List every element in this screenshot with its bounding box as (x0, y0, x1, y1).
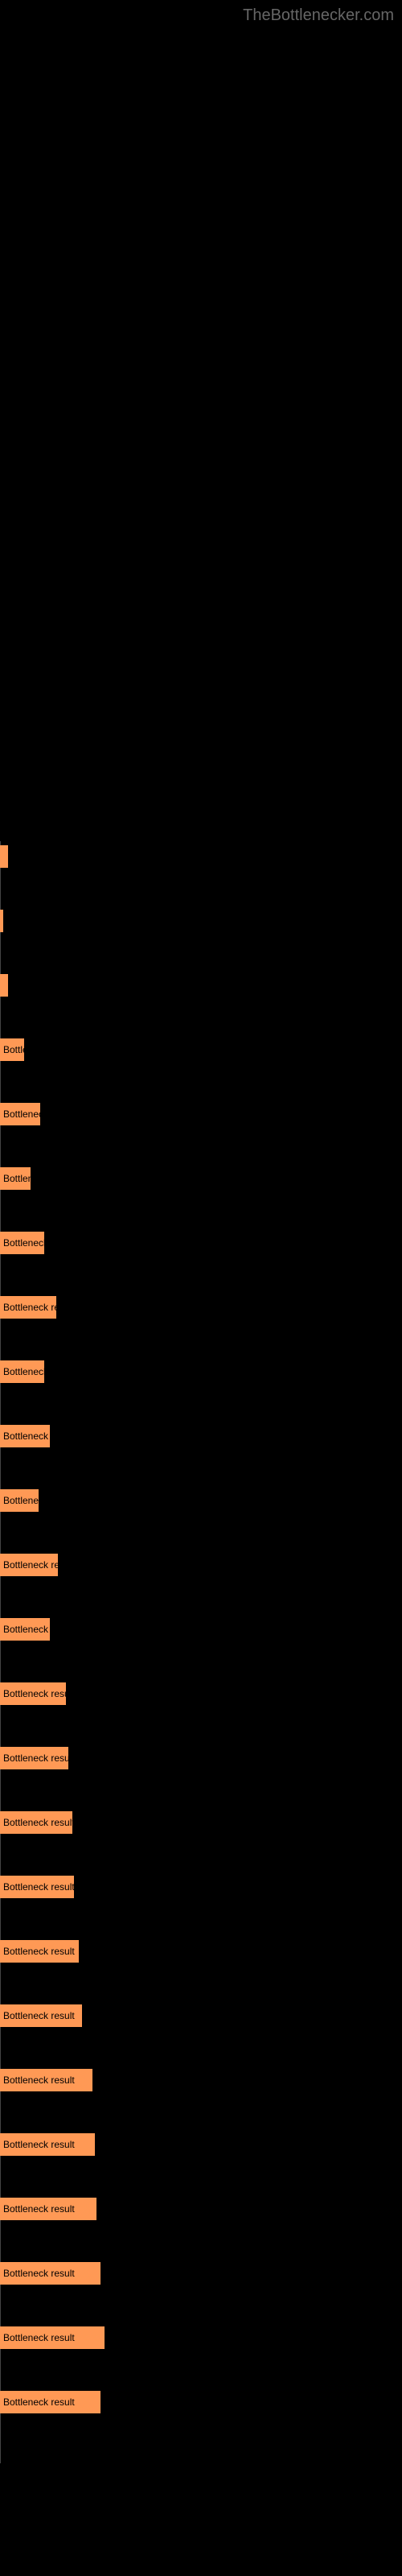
bar: Bottlenec (0, 1489, 39, 1512)
bar-row: Bottleneck r (0, 1232, 402, 1256)
bar-row (0, 910, 402, 934)
bar-row (0, 974, 402, 998)
bar-row: Bottleneck re (0, 1425, 402, 1449)
bar: Bottleneck result (0, 2069, 92, 2091)
bar-row: Bottle (0, 1038, 402, 1063)
bar: Bottleneck resu (0, 1554, 58, 1576)
bar: Bottleneck result (0, 2326, 105, 2349)
bar-row: Bottleneck result (0, 1682, 402, 1707)
bar: Bottleneck result (0, 2004, 82, 2027)
bar: Bottle (0, 1038, 24, 1061)
bar: Bottleneck resu (0, 1296, 56, 1319)
bar: Bottleneck result (0, 1876, 74, 1898)
bar: Bottleneck r (0, 1232, 44, 1254)
bar-row (0, 845, 402, 869)
bar: Bottlen (0, 1167, 31, 1190)
bar: Bottleneck result (0, 1811, 72, 1834)
bar-row: Bottleneck result (0, 2198, 402, 2222)
bar (0, 910, 3, 932)
bar-row: Bottleneck result (0, 2326, 402, 2351)
bar: Bottleneck re (0, 1425, 50, 1447)
bar: Bottleneck re (0, 1618, 50, 1641)
bar (0, 845, 8, 868)
bar-row: Bottleneck re (0, 1618, 402, 1642)
bars-container: Bottle Bottleneck Bottlen Bottleneck r Bottl… (0, 845, 402, 2415)
bar-row: Bottleneck result (0, 2133, 402, 2157)
bar-row: Bottleneck result (0, 2391, 402, 2415)
bar-row: Bottlen (0, 1167, 402, 1191)
bar-row: Bottleneck result (0, 2069, 402, 2093)
bar-row: Bottleneck result (0, 1811, 402, 1835)
bar: Bottleneck result (0, 1747, 68, 1769)
bar-row: Bottleneck resu (0, 1554, 402, 1578)
bar-row: Bottleneck resu (0, 1296, 402, 1320)
bar: Bottleneck result (0, 2262, 100, 2285)
bar: Bottleneck result (0, 1940, 79, 1963)
bar (0, 974, 8, 997)
bar-row: Bottleneck result (0, 2262, 402, 2286)
bar: Bottleneck result (0, 2391, 100, 2413)
bar: Bottleneck r (0, 1360, 44, 1383)
bar-row: Bottleneck result (0, 1876, 402, 1900)
bar-row: Bottlenec (0, 1489, 402, 1513)
bar: Bottleneck result (0, 1682, 66, 1705)
bar-row: Bottleneck result (0, 2004, 402, 2029)
chart-container: Bottle Bottleneck Bottlen Bottleneck r Bottl… (0, 0, 402, 2487)
bar: Bottleneck result (0, 2198, 96, 2220)
bar-row: Bottleneck result (0, 1940, 402, 1964)
bar: Bottleneck (0, 1103, 40, 1125)
bar: Bottleneck result (0, 2133, 95, 2156)
bar-row: Bottleneck result (0, 1747, 402, 1771)
bar-row: Bottleneck r (0, 1360, 402, 1385)
bar-row: Bottleneck (0, 1103, 402, 1127)
